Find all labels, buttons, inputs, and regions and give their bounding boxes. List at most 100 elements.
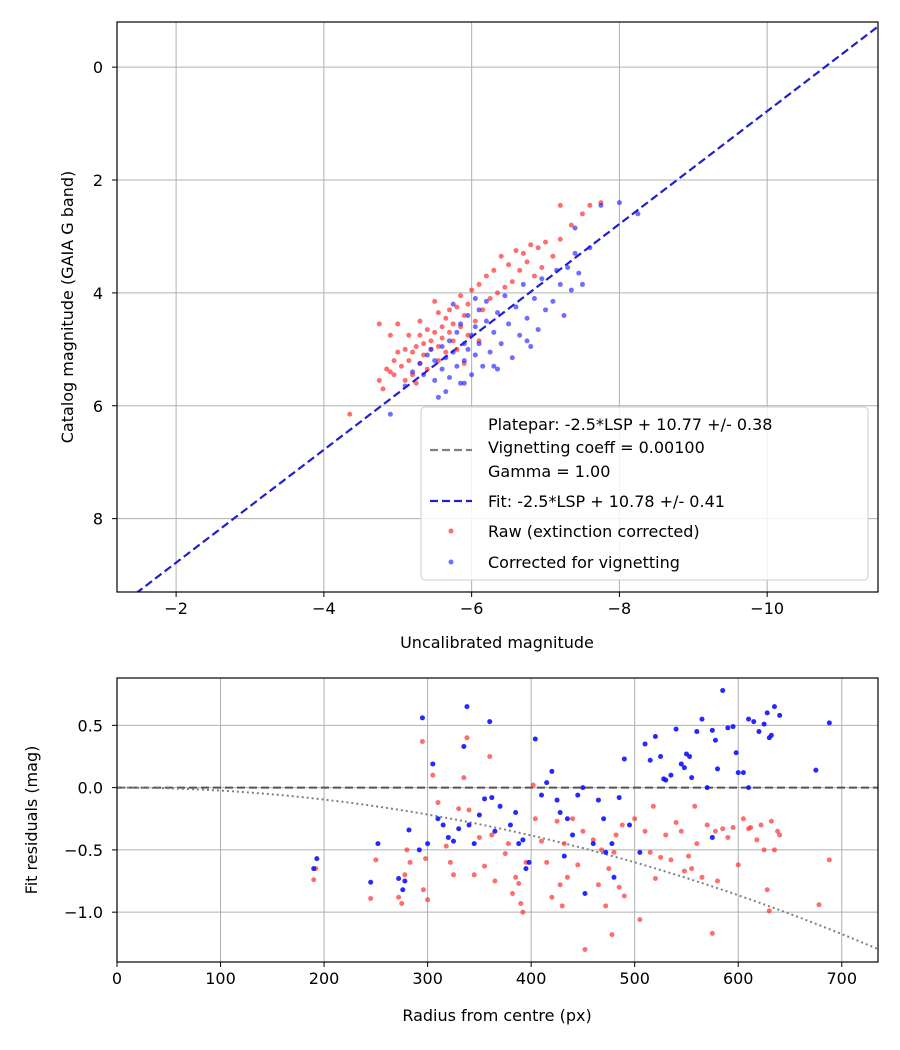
top-corrected-point [635, 211, 641, 217]
top-raw-point [387, 332, 393, 338]
bottom-corrected-point [582, 890, 588, 896]
bottom-corrected-point [557, 810, 563, 816]
bottom-raw-point [516, 881, 522, 887]
top-raw-point [465, 332, 471, 338]
bottom-x-tick-label: 0 [112, 969, 122, 988]
top-raw-point [439, 335, 445, 341]
bottom-corrected-point [416, 847, 422, 853]
bottom-corrected-point [771, 704, 777, 710]
top-corrected-point [565, 264, 571, 270]
top-corrected-point [402, 383, 408, 389]
top-raw-point [579, 211, 585, 217]
bottom-x-axis-label: Radius from centre (px) [402, 1006, 591, 1025]
bottom-corrected-point [497, 803, 503, 809]
bottom-corrected-point [489, 795, 495, 801]
legend-platepar-line1: Platepar: -2.5*LSP + 10.77 +/- 0.38 [488, 415, 772, 434]
bottom-raw-point [619, 822, 625, 828]
bottom-raw-point [447, 859, 453, 865]
bottom-y-tick-label: 0.5 [78, 716, 103, 735]
bottom-corrected-point [611, 874, 617, 880]
bottom-corrected-point [673, 726, 679, 732]
top-corrected-point [524, 315, 530, 321]
top-corrected-point [524, 338, 530, 344]
top-corrected-point [421, 372, 427, 378]
bottom-raw-point [402, 872, 408, 878]
top-raw-point [435, 358, 441, 364]
top-raw-point [432, 298, 438, 304]
top-corrected-point [539, 276, 545, 282]
bottom-raw-point [530, 782, 536, 788]
top-raw-point [443, 315, 449, 321]
bottom-corrected-point [668, 772, 674, 778]
top-corrected-point [535, 327, 541, 333]
top-corrected-point [469, 372, 475, 378]
top-corrected-point [472, 324, 478, 330]
bottom-raw-point [580, 828, 586, 834]
legend-corrected-label: Corrected for vignetting [488, 553, 680, 572]
top-raw-point [446, 329, 452, 335]
bottom-x-tick-label: 300 [412, 969, 443, 988]
bottom-corrected-point [513, 810, 519, 816]
bottom-raw-point [699, 874, 705, 880]
top-corrected-point [550, 298, 556, 304]
top-corrected-point [480, 363, 486, 369]
top-raw-point [413, 344, 419, 350]
bottom-raw-point [775, 828, 781, 834]
bottom-raw-point [668, 857, 674, 863]
bottom-raw-point [419, 739, 425, 745]
top-x-tick-label: −4 [312, 599, 336, 618]
bottom-raw-point [430, 772, 436, 778]
top-corrected-point [465, 312, 471, 318]
bottom-corrected-point [687, 753, 693, 759]
top-raw-point [454, 346, 460, 352]
top-corrected-point [520, 281, 526, 287]
top-raw-point [517, 267, 523, 273]
bottom-raw-point [647, 849, 653, 855]
top-raw-point [435, 310, 441, 316]
bottom-raw-point [557, 882, 563, 888]
top-raw-point [502, 284, 508, 290]
bottom-corrected-point [709, 834, 715, 840]
top-raw-point [421, 341, 427, 347]
bottom-corrected-point [740, 770, 746, 776]
bottom-corrected-point [733, 750, 739, 756]
bottom-raw-point [758, 822, 764, 828]
bottom-plot: 0 100 200 300 400 500 600 700 0.5 0.0 −0.5 −1.0 Rad… [22, 677, 879, 1025]
bottom-corrected-point [704, 785, 710, 791]
top-raw-point [509, 279, 515, 285]
top-corrected-point [483, 298, 489, 304]
bottom-corrected-point [430, 761, 436, 767]
bottom-raw-point [435, 800, 441, 806]
bottom-raw-point [373, 857, 379, 863]
bottom-raw-point [443, 843, 449, 849]
bottom-raw-point [771, 847, 777, 853]
top-corrected-point [616, 200, 622, 206]
top-raw-point [480, 307, 486, 313]
top-corrected-point [461, 380, 467, 386]
bottom-corrected-point [445, 834, 451, 840]
top-raw-point [450, 321, 456, 327]
bottom-raw-point [621, 893, 627, 899]
bottom-corrected-point [813, 767, 819, 773]
top-corrected-point [491, 363, 497, 369]
bottom-corrected-point [725, 725, 731, 731]
top-raw-point [531, 273, 537, 279]
top-raw-point [543, 239, 549, 245]
bottom-corrected-point [554, 797, 560, 803]
top-raw-point [469, 287, 475, 293]
bottom-raw-point [554, 818, 560, 824]
top-y-tick-label: 2 [93, 171, 103, 190]
top-raw-point [439, 324, 445, 330]
bottom-corrected-point [466, 822, 472, 828]
bottom-corrected-point [507, 822, 513, 828]
top-corrected-point [461, 358, 467, 364]
bottom-corrected-point [549, 768, 555, 774]
bottom-corrected-point [406, 827, 412, 833]
bottom-corrected-point [590, 841, 596, 847]
top-x-tick-label: −2 [164, 599, 188, 618]
top-corrected-point [472, 296, 478, 302]
top-x-axis-label: Uncalibrated magnitude [400, 633, 594, 652]
top-corrected-point [428, 346, 434, 352]
top-raw-point [506, 262, 512, 268]
